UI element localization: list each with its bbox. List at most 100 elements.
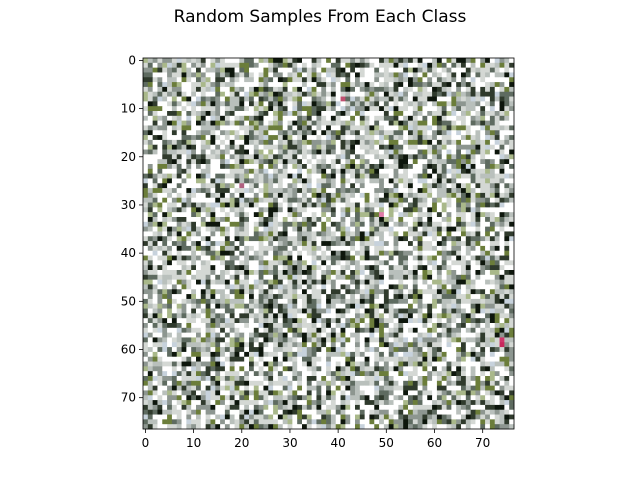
image-pixel — [205, 245, 211, 252]
image-pixel — [393, 130, 399, 136]
image-pixel — [417, 337, 423, 343]
image-pixel — [186, 82, 192, 88]
image-pixel — [393, 361, 399, 367]
image-pixel — [408, 323, 414, 329]
image-pixel — [383, 207, 390, 213]
image-pixel — [268, 226, 274, 232]
image-pixel — [143, 274, 149, 280]
image-pixel — [494, 96, 500, 102]
image-pixel — [287, 361, 293, 367]
image-pixel — [306, 91, 312, 97]
image-pixel — [398, 270, 404, 276]
image-pixel — [489, 62, 496, 68]
image-pixel — [200, 274, 206, 280]
image-pixel — [282, 135, 288, 141]
image-pixel — [417, 351, 423, 358]
image-pixel — [277, 284, 284, 290]
image-pixel — [311, 318, 317, 324]
image-pixel — [220, 130, 226, 136]
image-pixel — [321, 183, 327, 189]
image-pixel — [470, 318, 476, 324]
image-pixel — [162, 135, 168, 141]
image-pixel — [273, 101, 279, 107]
image-pixel — [147, 270, 153, 276]
image-pixel — [499, 139, 505, 146]
image-pixel — [239, 125, 245, 131]
image-pixel — [205, 212, 211, 218]
image-pixel — [436, 313, 443, 319]
image-pixel — [152, 351, 158, 358]
image-pixel — [355, 303, 361, 309]
image-pixel — [152, 197, 158, 203]
image-pixel — [475, 284, 481, 290]
image-pixel — [282, 241, 288, 247]
image-pixel — [499, 303, 505, 309]
image-pixel — [364, 101, 370, 107]
image-pixel — [441, 308, 447, 314]
image-pixel — [403, 217, 409, 223]
image-pixel — [205, 313, 211, 319]
image-pixel — [436, 178, 443, 184]
image-pixel — [157, 154, 163, 160]
image-pixel — [239, 159, 245, 165]
image-pixel — [393, 202, 399, 208]
image-pixel — [408, 192, 414, 199]
image-pixel — [239, 217, 245, 223]
image-pixel — [287, 183, 293, 189]
image-pixel — [306, 106, 312, 112]
image-pixel — [287, 226, 293, 232]
image-pixel — [210, 159, 216, 165]
image-pixel — [345, 178, 351, 184]
image-pixel — [306, 188, 312, 194]
image-pixel — [239, 82, 245, 88]
image-pixel — [263, 231, 269, 237]
image-pixel — [494, 101, 500, 107]
image-pixel — [456, 168, 462, 174]
image-pixel — [412, 318, 418, 324]
image-pixel — [451, 217, 457, 223]
image-pixel — [427, 135, 433, 141]
image-pixel — [268, 139, 274, 146]
image-pixel — [210, 72, 216, 78]
image-pixel — [152, 366, 158, 372]
image-pixel — [509, 62, 515, 68]
image-pixel — [398, 366, 404, 372]
image-pixel — [436, 226, 443, 232]
image-pixel — [441, 120, 447, 126]
image-pixel — [143, 106, 149, 112]
image-pixel — [191, 77, 197, 83]
image-pixel — [176, 192, 182, 199]
image-pixel — [253, 183, 259, 189]
image-pixel — [374, 250, 380, 256]
image-pixel — [316, 231, 322, 237]
image-pixel — [311, 62, 317, 68]
image-pixel — [220, 313, 226, 319]
image-pixel — [417, 236, 423, 242]
image-pixel — [456, 342, 462, 348]
image-pixel — [369, 86, 375, 93]
image-pixel — [412, 323, 418, 329]
image-pixel — [263, 62, 269, 68]
image-pixel — [412, 135, 418, 141]
image-pixel — [282, 82, 288, 88]
image-pixel — [268, 347, 274, 353]
image-pixel — [374, 255, 380, 261]
image-pixel — [249, 82, 255, 88]
image-pixel — [504, 77, 510, 83]
image-pixel — [196, 62, 202, 68]
image-pixel — [258, 323, 264, 329]
image-pixel — [196, 58, 202, 64]
image-pixel — [215, 188, 221, 194]
image-pixel — [465, 323, 471, 329]
image-pixel — [297, 178, 303, 184]
image-pixel — [456, 207, 462, 213]
image-pixel — [499, 274, 505, 280]
image-pixel — [494, 183, 500, 189]
image-pixel — [504, 139, 510, 146]
image-pixel — [176, 67, 182, 73]
image-pixel — [494, 135, 500, 141]
image-pixel — [249, 159, 255, 165]
image-pixel — [191, 279, 197, 285]
image-pixel — [480, 101, 486, 107]
image-pixel — [321, 236, 327, 242]
